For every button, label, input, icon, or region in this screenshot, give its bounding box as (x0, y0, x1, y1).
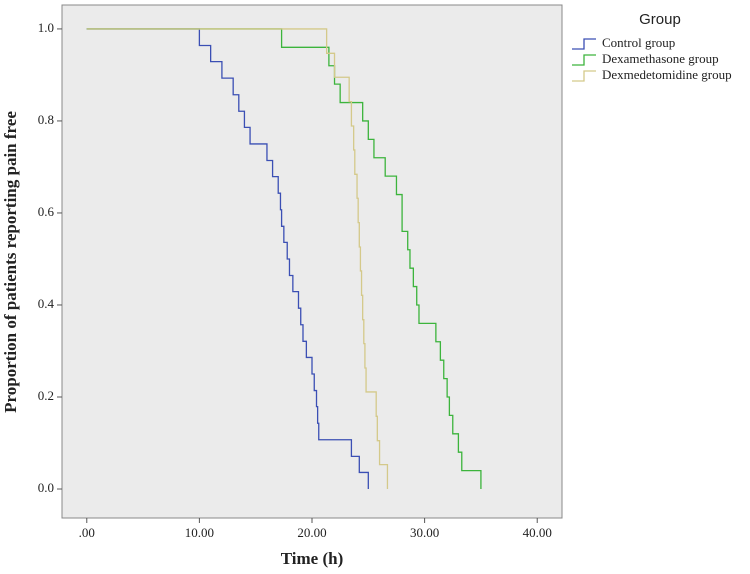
legend-swatch (572, 54, 596, 66)
y-tick-label: 0.8 (38, 112, 54, 127)
legend-swatch (572, 38, 596, 50)
survival-line (86, 28, 482, 490)
x-tick-label: 40.00 (523, 525, 552, 540)
legend-label: Dexmedetomidine group (602, 67, 732, 82)
y-tick-label: 1.0 (38, 20, 54, 35)
x-tick-label: .00 (79, 525, 95, 540)
survival-line (86, 28, 389, 490)
y-axis-title: Proportion of patients reporting pain fr… (1, 111, 20, 413)
x-axis-title: Time (h) (281, 549, 344, 568)
y-tick-label: 0.6 (38, 204, 55, 219)
x-tick-label: 10.00 (185, 525, 214, 540)
y-tick-label: 0.0 (38, 480, 54, 495)
x-tick-label: 20.00 (297, 525, 326, 540)
survival-line (86, 28, 369, 490)
legend-title: Group (639, 11, 681, 28)
x-tick-label: 30.00 (410, 525, 439, 540)
legend-label: Control group (602, 35, 675, 50)
legend-swatch (572, 70, 596, 82)
y-tick-label: 0.4 (38, 296, 55, 311)
plot-area (61, 4, 563, 519)
y-tick-label: 0.2 (38, 388, 54, 403)
legend-label: Dexamethasone group (602, 51, 719, 66)
